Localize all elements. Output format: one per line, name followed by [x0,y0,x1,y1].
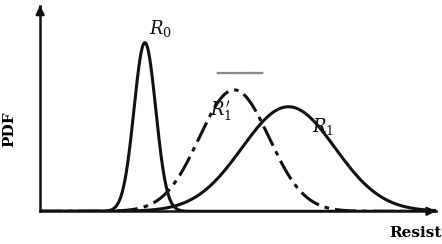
Text: $R_1$: $R_1$ [312,116,335,137]
Text: $R_1'$: $R_1'$ [210,100,232,124]
Y-axis label: PDF: PDF [2,111,16,147]
Text: $R_0$: $R_0$ [149,18,172,39]
X-axis label: Resistance: Resistance [390,226,442,240]
